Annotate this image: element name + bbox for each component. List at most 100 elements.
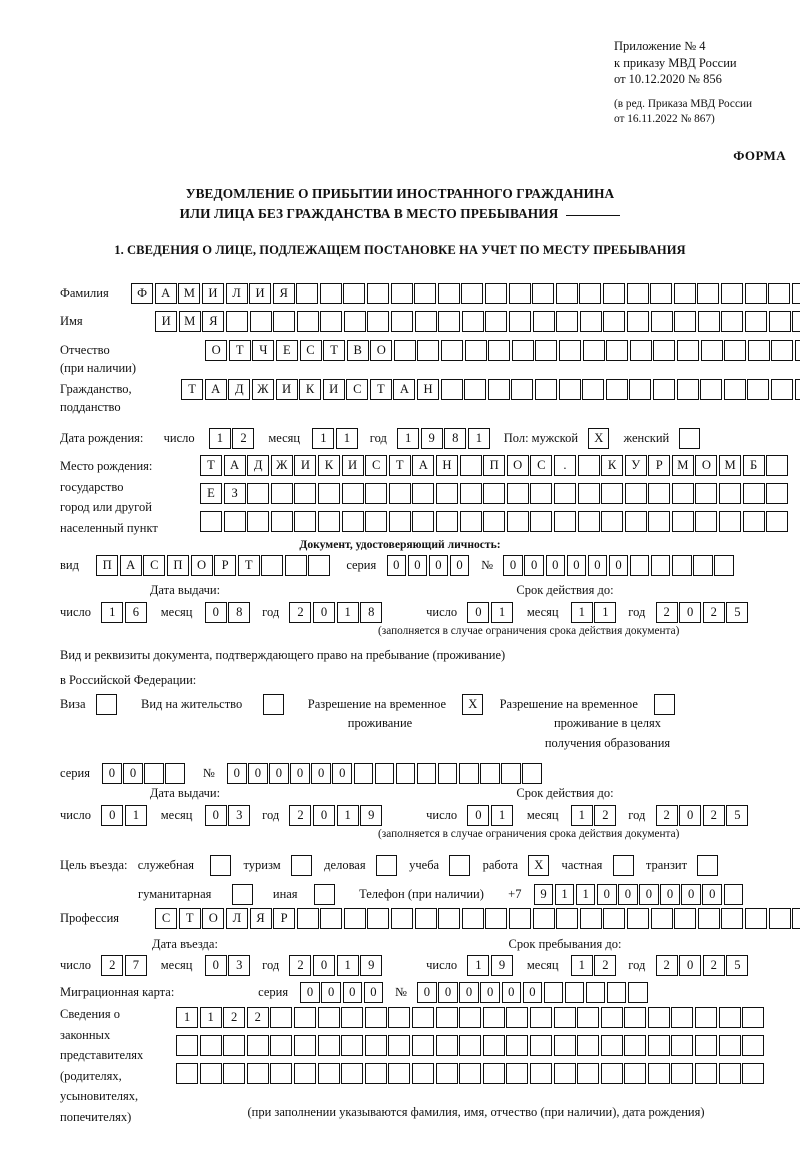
form-cell[interactable]: 9 xyxy=(420,428,443,449)
form-cell[interactable]: 1 xyxy=(336,805,359,826)
form-cell[interactable]: 1 xyxy=(101,602,124,623)
form-cell[interactable] xyxy=(697,311,720,332)
form-cell[interactable] xyxy=(742,511,765,532)
purpose-work-checkbox[interactable]: X xyxy=(528,855,550,876)
form-cell[interactable]: Н xyxy=(435,455,458,476)
form-cell[interactable]: 0 xyxy=(407,555,428,576)
form-cell[interactable]: 0 xyxy=(438,982,458,1003)
form-cell[interactable]: 0 xyxy=(449,555,470,576)
form-cell[interactable] xyxy=(627,311,649,332)
form-cell[interactable]: 0 xyxy=(679,805,702,826)
form-cell[interactable]: Б xyxy=(742,455,765,476)
form-cell[interactable] xyxy=(459,511,482,532)
form-cell[interactable] xyxy=(794,340,800,361)
form-cell[interactable]: Р xyxy=(214,555,237,576)
form-cell[interactable]: С xyxy=(530,455,553,476)
form-cell[interactable] xyxy=(582,379,605,400)
form-cell[interactable]: 0 xyxy=(702,884,722,905)
form-cell[interactable] xyxy=(459,1007,482,1028)
form-cell[interactable]: А xyxy=(412,455,435,476)
form-cell[interactable] xyxy=(695,1035,718,1056)
form-cell[interactable]: Е xyxy=(275,340,298,361)
form-cell[interactable] xyxy=(600,1007,623,1028)
form-cell[interactable]: 2 xyxy=(223,1007,246,1028)
form-cell[interactable] xyxy=(438,908,461,929)
form-cell[interactable]: Т xyxy=(200,455,222,476)
form-cell[interactable]: 0 xyxy=(269,763,289,784)
form-cell[interactable]: Т xyxy=(237,555,260,576)
form-cell[interactable] xyxy=(273,311,296,332)
form-cell[interactable] xyxy=(501,763,521,784)
form-cell[interactable] xyxy=(367,311,390,332)
form-cell[interactable] xyxy=(718,1063,741,1084)
form-cell[interactable] xyxy=(766,511,789,532)
form-cell[interactable]: 8 xyxy=(444,428,467,449)
form-cell[interactable]: 0 xyxy=(342,982,363,1003)
form-cell[interactable]: 0 xyxy=(311,763,331,784)
form-cell[interactable]: З xyxy=(223,483,246,504)
form-cell[interactable] xyxy=(395,763,416,784)
form-cell[interactable] xyxy=(353,763,374,784)
form-cell[interactable] xyxy=(693,555,713,576)
form-cell[interactable]: 0 xyxy=(313,805,336,826)
form-cell[interactable] xyxy=(483,511,506,532)
form-cell[interactable]: 2 xyxy=(594,805,617,826)
form-cell[interactable]: 0 xyxy=(679,602,702,623)
form-cell[interactable] xyxy=(535,340,558,361)
form-cell[interactable]: 1 xyxy=(467,955,490,976)
form-cell[interactable]: А xyxy=(119,555,142,576)
form-cell[interactable] xyxy=(388,1035,411,1056)
form-cell[interactable]: 1 xyxy=(570,955,593,976)
form-cell[interactable] xyxy=(485,908,508,929)
form-cell[interactable] xyxy=(723,884,744,905)
form-cell[interactable] xyxy=(459,1035,482,1056)
form-cell[interactable] xyxy=(721,311,744,332)
form-cell[interactable]: Я xyxy=(249,908,272,929)
form-cell[interactable]: Р xyxy=(648,455,671,476)
form-cell[interactable] xyxy=(695,483,718,504)
form-cell[interactable]: Т xyxy=(369,379,392,400)
permit-temporary-checkbox[interactable]: X xyxy=(462,694,484,715)
form-cell[interactable]: Ч xyxy=(252,340,275,361)
form-cell[interactable] xyxy=(364,1035,387,1056)
form-cell[interactable]: И xyxy=(322,379,345,400)
form-cell[interactable]: В xyxy=(346,340,369,361)
form-cell[interactable] xyxy=(624,1035,647,1056)
form-cell[interactable] xyxy=(721,908,744,929)
form-cell[interactable]: 2 xyxy=(655,602,678,623)
form-cell[interactable] xyxy=(485,311,508,332)
form-cell[interactable]: Ж xyxy=(251,379,274,400)
form-cell[interactable]: 1 xyxy=(570,602,593,623)
form-cell[interactable] xyxy=(144,763,164,784)
form-cell[interactable]: 1 xyxy=(336,955,359,976)
form-cell[interactable] xyxy=(320,311,343,332)
form-cell[interactable]: Л xyxy=(225,283,248,304)
form-cell[interactable]: 2 xyxy=(655,955,678,976)
form-cell[interactable] xyxy=(509,908,532,929)
form-cell[interactable] xyxy=(341,1063,364,1084)
form-cell[interactable]: 5 xyxy=(726,805,749,826)
form-cell[interactable]: 0 xyxy=(123,763,143,784)
form-cell[interactable] xyxy=(742,1035,765,1056)
form-cell[interactable] xyxy=(367,283,390,304)
form-cell[interactable] xyxy=(555,283,578,304)
form-cell[interactable]: 5 xyxy=(726,955,749,976)
form-cell[interactable] xyxy=(720,283,743,304)
form-cell[interactable] xyxy=(556,908,579,929)
form-cell[interactable]: Т xyxy=(323,340,346,361)
form-cell[interactable] xyxy=(317,1035,340,1056)
form-cell[interactable] xyxy=(747,379,770,400)
form-cell[interactable] xyxy=(437,283,460,304)
form-cell[interactable]: 0 xyxy=(503,555,523,576)
form-cell[interactable] xyxy=(511,379,534,400)
form-cell[interactable] xyxy=(792,908,800,929)
form-cell[interactable] xyxy=(411,1035,434,1056)
form-cell[interactable] xyxy=(601,483,624,504)
form-cell[interactable]: 2 xyxy=(101,955,124,976)
purpose-study-checkbox[interactable] xyxy=(449,855,471,876)
